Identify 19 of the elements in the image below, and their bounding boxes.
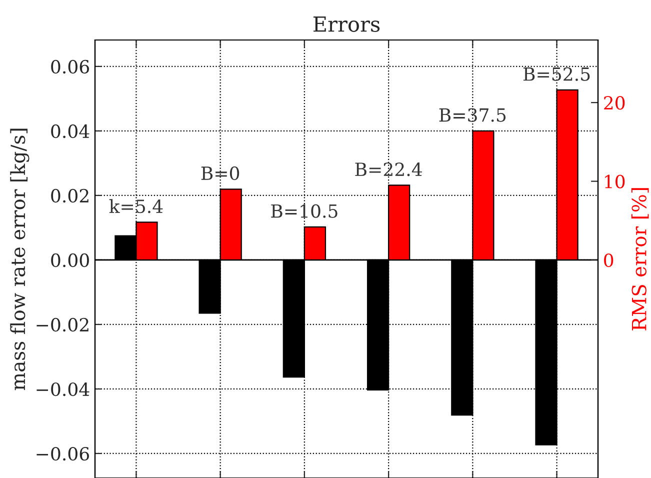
y-tick-label: −0.06: [36, 446, 89, 461]
y-tick-label: 0.06: [51, 60, 89, 74]
y-tick-label: 0.02: [51, 188, 88, 203]
annotation: k=5.4: [109, 199, 163, 214]
y-tick-label: −0.04: [36, 382, 90, 396]
y2-axis-title: RMS error [%]: [631, 188, 649, 330]
y-tick-label: 0.00: [51, 253, 89, 268]
y-tick-label: 0.04: [51, 124, 90, 138]
y2-tick-label: 20: [604, 96, 625, 110]
y2-tick-label: 0: [604, 253, 614, 268]
y-axis-title: mass flow rate error [kg/s]: [10, 128, 30, 390]
annotation: B=10.5: [271, 204, 338, 218]
annotation: B=0: [201, 166, 240, 180]
y-tick-label: −0.02: [36, 318, 88, 332]
annotation: B=52.5: [523, 67, 590, 81]
y2-tick-label: 10: [605, 174, 625, 188]
annotation: B=22.4: [355, 162, 422, 176]
annotation: B=37.5: [439, 108, 506, 122]
chart-title: Errors: [313, 16, 380, 32]
